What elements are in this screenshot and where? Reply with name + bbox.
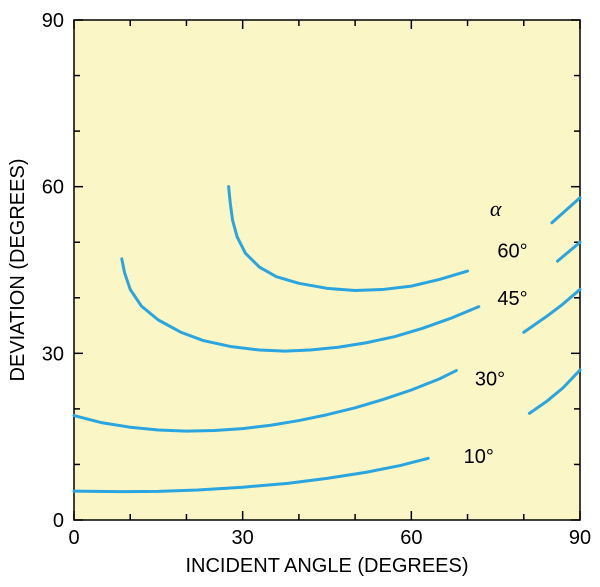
y-tick-label: 90: [42, 10, 64, 32]
x-tick-label: 60: [400, 527, 422, 549]
series-label-30: 30°: [475, 368, 505, 390]
series-label-45: 45°: [497, 288, 527, 310]
y-tick-label: 60: [42, 177, 64, 199]
y-tick-label: 30: [42, 343, 64, 365]
x-tick-label: 0: [68, 527, 79, 549]
y-tick-label: 0: [53, 510, 64, 532]
x-tick-label: 90: [569, 527, 591, 549]
plot-area: [74, 20, 580, 520]
deviation-chart: 0 30 60 90 0 30 60 90 INCIDENT ANGLE (DEGREES) DE…: [0, 0, 600, 587]
x-axis-label: INCIDENT ANGLE (DEGREES): [185, 555, 468, 577]
series-label-10: 10°: [464, 446, 494, 468]
x-tick-label: 30: [232, 527, 254, 549]
alpha-symbol: α: [490, 196, 502, 221]
series-label-60: 60°: [497, 241, 527, 263]
y-axis-label: DEVIATION (DEGREES): [7, 159, 29, 382]
